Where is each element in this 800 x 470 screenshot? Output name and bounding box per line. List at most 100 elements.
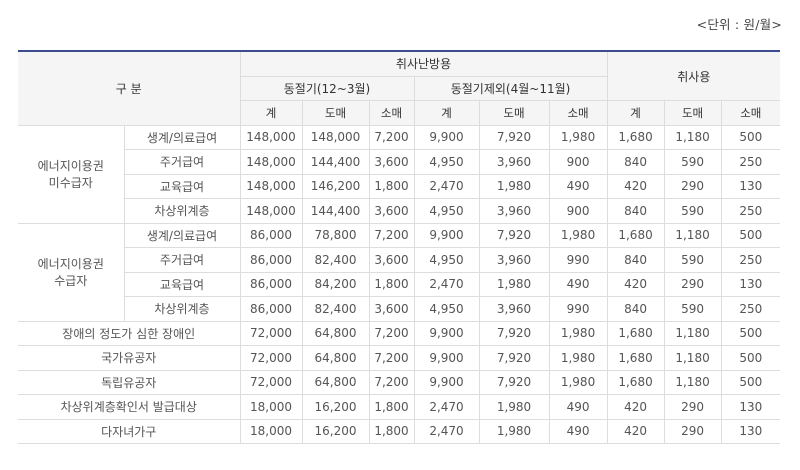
row-category: 국가유공자: [18, 345, 241, 371]
value-cell: 990: [548, 247, 608, 273]
table-row: 차상위계층 86,000 82,400 3,600 4,950 3,960 990 840 59…: [18, 296, 781, 322]
table-row: 독립유공자 72,000 64,800 7,200 9,900 7,920 1,980 1,6…: [18, 369, 781, 395]
unit-note: <단위 : 원/월>: [696, 17, 782, 32]
col-total: 계: [240, 100, 303, 126]
value-cell: 900: [548, 198, 608, 224]
col-city: 도매: [478, 100, 550, 126]
row-subcategory: 주거급여: [124, 149, 241, 175]
value-cell: 72,000: [239, 369, 303, 395]
row-category: 다자녀가구: [18, 418, 241, 444]
value-cell: 500: [720, 345, 781, 371]
value-cell: 7,200: [368, 320, 415, 346]
col-city: 도매: [301, 100, 370, 126]
value-cell: 840: [606, 247, 665, 273]
value-cell: 148,000: [239, 173, 303, 199]
value-cell: 420: [606, 418, 665, 444]
row-category: 장애의 정도가 심한 장애인: [18, 320, 241, 346]
table-row: 차상위계층 148,000 144,400 3,600 4,950 3,960 900 840…: [18, 198, 781, 224]
value-cell: 500: [720, 369, 781, 395]
table-row: 주거급여 148,000 144,400 3,600 4,950 3,960 900 840 5…: [18, 149, 781, 175]
value-cell: 2,470: [413, 271, 480, 297]
header-category: 구 분: [18, 50, 241, 126]
energy-voucher-table: 구 분 취사난방용 취사용 동절기(12~3월) 동절기제외(4월~11월) 계…: [18, 50, 781, 444]
row-subcategory: 생계/의료급여: [123, 124, 241, 150]
value-cell: 2,470: [413, 173, 480, 199]
value-cell: 64,800: [301, 369, 370, 395]
value-cell: 3,600: [368, 247, 415, 273]
value-cell: 9,900: [413, 345, 480, 371]
row-subcategory: 차상위계층: [124, 296, 241, 322]
value-cell: 250: [720, 296, 781, 322]
col-small: 소매: [548, 100, 608, 126]
value-cell: 1,800: [368, 173, 415, 199]
value-cell: 86,000: [239, 271, 303, 297]
row-category: 독립유공자: [18, 369, 241, 395]
value-cell: 1,980: [548, 345, 608, 371]
table-row: 주거급여 86,000 82,400 3,600 4,950 3,960 990 840 590…: [18, 247, 781, 273]
value-cell: 900: [548, 149, 608, 175]
value-cell: 4,950: [413, 198, 480, 224]
value-cell: 1,180: [663, 320, 722, 346]
value-cell: 7,200: [368, 345, 415, 371]
value-cell: 1,680: [606, 320, 665, 346]
value-cell: 420: [606, 394, 665, 420]
row-category: 차상위계층확인서 발급대상: [18, 394, 241, 420]
value-cell: 290: [663, 394, 722, 420]
value-cell: 3,960: [478, 149, 550, 175]
value-cell: 490: [548, 418, 608, 444]
value-cell: 500: [720, 124, 781, 150]
value-cell: 1,980: [478, 173, 550, 199]
value-cell: 1,980: [548, 369, 608, 395]
group-label-line: 미수급자: [48, 176, 93, 190]
row-subcategory: 주거급여: [124, 247, 241, 273]
value-cell: 1,980: [478, 394, 550, 420]
value-cell: 9,900: [413, 222, 480, 248]
col-total: 계: [606, 100, 665, 126]
value-cell: 16,200: [301, 394, 370, 420]
col-small: 소매: [368, 100, 415, 126]
value-cell: 250: [720, 149, 781, 175]
value-cell: 1,680: [606, 222, 665, 248]
header-cooking: 취사용: [606, 50, 781, 101]
value-cell: 144,400: [301, 198, 370, 224]
value-cell: 500: [720, 222, 781, 248]
value-cell: 146,200: [301, 173, 370, 199]
value-cell: 250: [720, 247, 781, 273]
value-cell: 3,600: [368, 198, 415, 224]
value-cell: 590: [663, 247, 722, 273]
table-row: 국가유공자 72,000 64,800 7,200 9,900 7,920 1,980 1,6…: [18, 345, 781, 371]
value-cell: 72,000: [239, 345, 303, 371]
value-cell: 130: [720, 271, 781, 297]
value-cell: 1,680: [606, 345, 665, 371]
value-cell: 500: [720, 320, 781, 346]
row-subcategory: 교육급여: [124, 271, 241, 297]
table-row: 장애의 정도가 심한 장애인 72,000 64,800 7,200 9,900 7,92…: [18, 320, 781, 346]
value-cell: 148,000: [301, 124, 370, 150]
value-cell: 7,920: [478, 124, 550, 150]
value-cell: 7,200: [368, 222, 415, 248]
row-subcategory: 생계/의료급여: [123, 222, 241, 248]
value-cell: 130: [720, 418, 781, 444]
col-total: 계: [413, 100, 480, 126]
value-cell: 1,180: [663, 222, 722, 248]
header-heating: 취사난방용: [239, 50, 608, 77]
value-cell: 130: [720, 173, 781, 199]
value-cell: 1,980: [548, 222, 608, 248]
group-label-line: 에너지이용권: [37, 159, 104, 173]
value-cell: 9,900: [413, 369, 480, 395]
value-cell: 1,980: [478, 271, 550, 297]
value-cell: 490: [548, 271, 608, 297]
value-cell: 2,470: [413, 418, 480, 444]
value-cell: 86,000: [239, 296, 303, 322]
value-cell: 148,000: [239, 124, 303, 150]
value-cell: 7,920: [478, 222, 550, 248]
value-cell: 1,180: [663, 345, 722, 371]
group-label-line: 에너지이용권: [37, 257, 104, 271]
group-label-line: 수급자: [54, 274, 88, 288]
value-cell: 3,600: [368, 149, 415, 175]
table-row: 교육급여 86,000 84,200 1,800 2,470 1,980 490 420 290…: [18, 271, 781, 297]
value-cell: 7,920: [478, 320, 550, 346]
table-row: 차상위계층확인서 발급대상 18,000 16,200 1,800 2,470 1,980…: [18, 394, 781, 420]
header-non-winter: 동절기제외(4월~11월): [413, 75, 608, 101]
value-cell: 490: [548, 394, 608, 420]
